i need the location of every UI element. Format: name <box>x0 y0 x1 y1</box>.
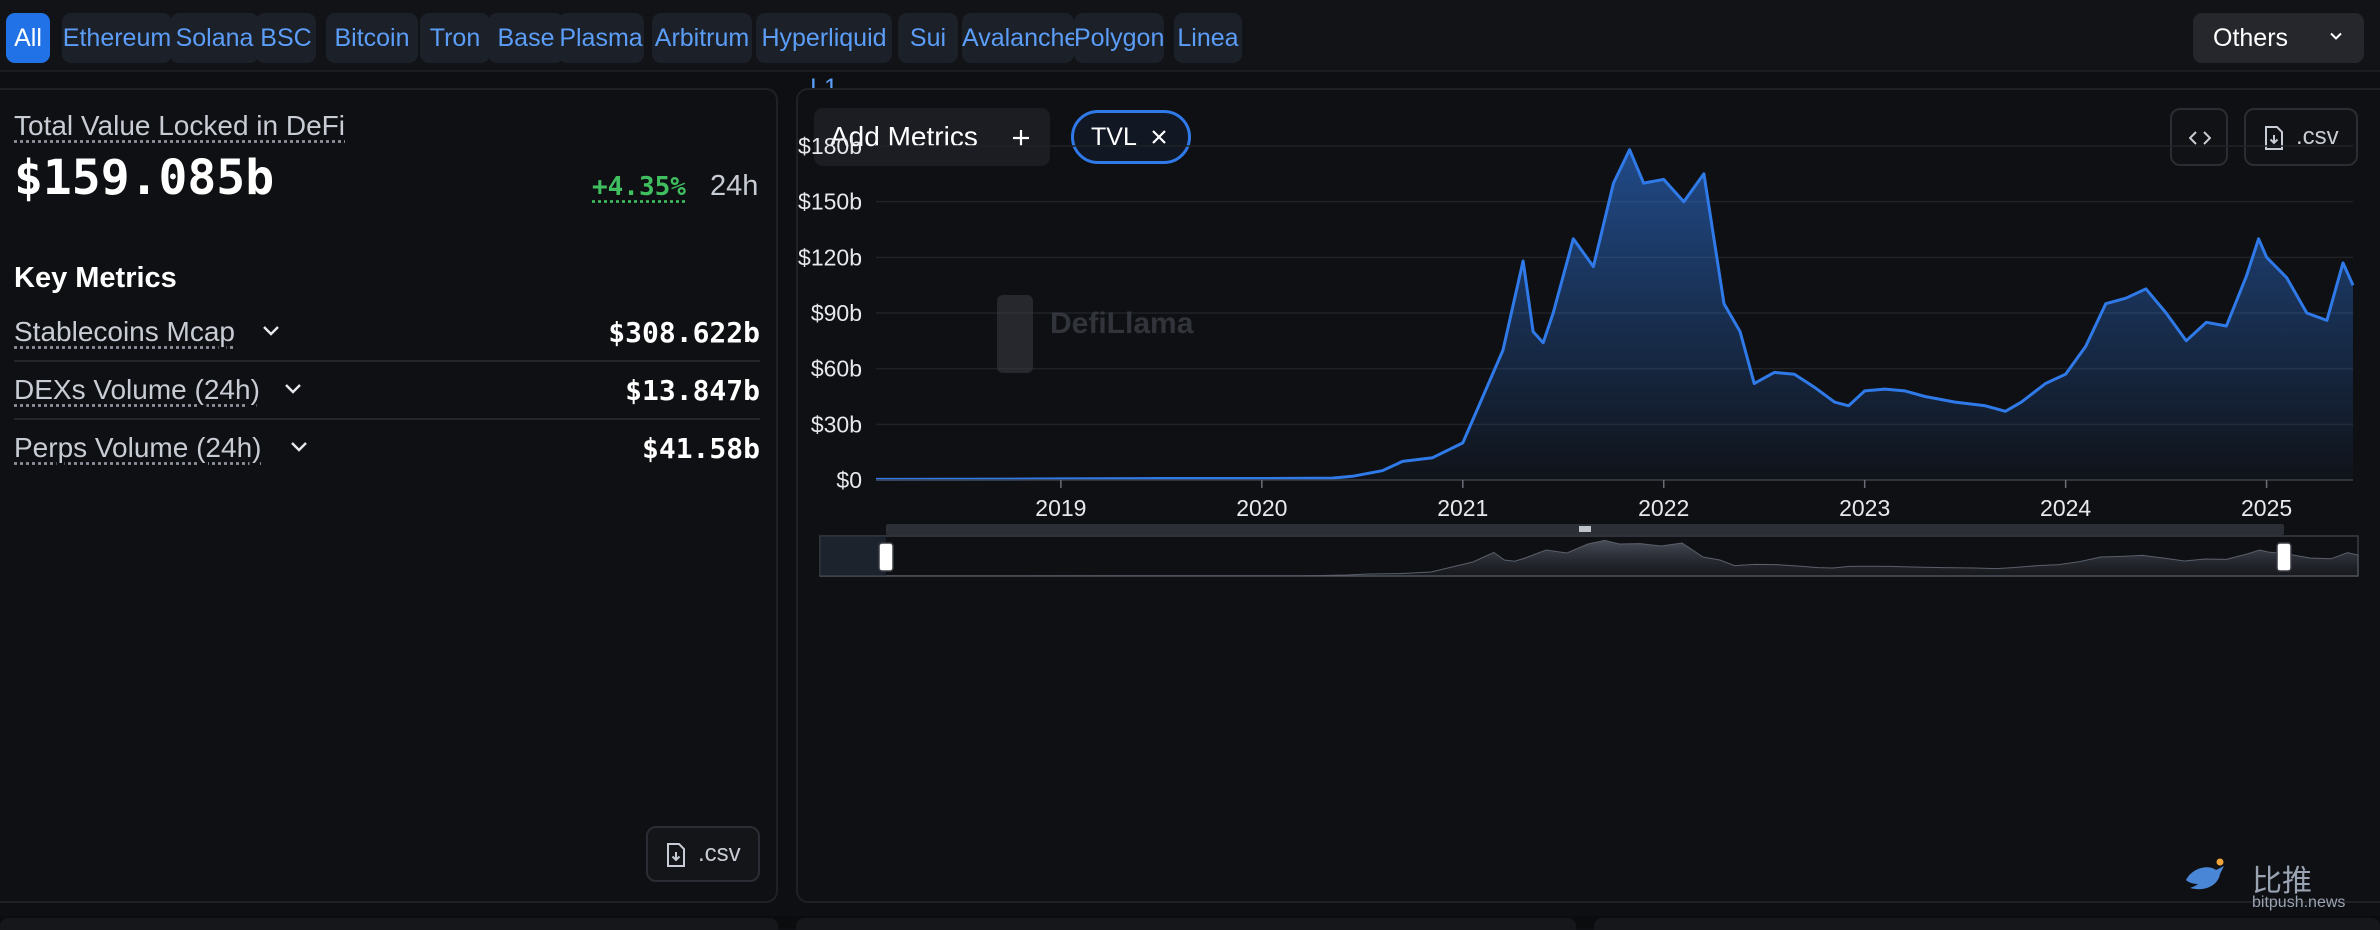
tab-bsc[interactable]: BSC <box>256 13 316 63</box>
metric-label[interactable]: Stablecoins Mcap <box>14 316 236 347</box>
csv-label: .csv <box>698 840 741 867</box>
tab-polygon[interactable]: Polygon <box>1074 13 1164 63</box>
metric-row-perps-volume[interactable]: Perps Volume (24h) $41.58b <box>14 420 760 478</box>
metric-row-dex-volume[interactable]: DEXs Volume (24h) $13.847b <box>14 362 760 420</box>
y-tick-label: $0 <box>836 467 862 493</box>
next-panel <box>0 918 778 930</box>
add-metrics-button[interactable]: Add Metrics <box>814 108 1050 166</box>
chevron-down-icon <box>2330 32 2342 40</box>
add-metrics-label: Add Metrics <box>830 121 978 152</box>
site-mark-domain: bitpush.news <box>2252 894 2346 911</box>
x-tick-label: 2021 <box>1437 495 1488 521</box>
tab-solana[interactable]: Solana <box>170 13 259 63</box>
tvl-summary-panel: Total Value Locked in DeFi $159.085b +4.… <box>0 88 778 903</box>
close-icon[interactable] <box>1152 130 1166 144</box>
file-download-icon <box>667 843 685 867</box>
code-icon <box>2189 131 2211 145</box>
tvl-series <box>875 148 2355 481</box>
tab-plasma[interactable]: Plasma <box>558 13 644 63</box>
x-tick-label: 2022 <box>1638 495 1689 521</box>
tab-all[interactable]: All <box>6 13 50 63</box>
metric-row-stablecoins[interactable]: Stablecoins Mcap $308.622b <box>14 304 760 362</box>
watermark-text: DefiLlama <box>1050 307 1194 340</box>
metric-label[interactable]: Perps Volume (24h) <box>14 432 262 463</box>
tab-hyperliquid-l1[interactable]: Hyperliquid L1 <box>756 13 892 102</box>
tab-sui[interactable]: Sui <box>898 13 958 63</box>
metric-label[interactable]: DEXs Volume (24h) <box>14 374 260 405</box>
x-tick-label: 2020 <box>1236 495 1287 521</box>
tvl-change-percent: +4.35% <box>592 172 686 202</box>
x-tick-label: 2025 <box>2241 495 2292 521</box>
tvl-chart-panel: Add Metrics TVL .csv <box>796 88 2380 903</box>
x-tick-label: 2024 <box>2040 495 2091 521</box>
metric-value: $41.58b <box>641 432 760 465</box>
defillama-logo-icon <box>997 295 1033 373</box>
range-brush[interactable] <box>819 524 2359 577</box>
tvl-area-chart[interactable]: DefiLlama $0$30b$60b$90b$120b$150b$180b … <box>798 90 2380 905</box>
tvl-metric-chip[interactable]: TVL <box>1071 110 1191 164</box>
chevron-down-icon[interactable] <box>262 324 280 338</box>
tab-bitcoin[interactable]: Bitcoin <box>326 13 418 63</box>
x-tick-label: 2023 <box>1839 495 1890 521</box>
tvl-value: $159.085b <box>14 150 275 206</box>
brush-grip-icon[interactable] <box>1579 526 1591 532</box>
chevron-down-icon[interactable] <box>290 440 308 454</box>
tab-linea[interactable]: Linea <box>1174 13 1242 63</box>
embed-code-button[interactable] <box>2170 108 2228 166</box>
y-tick-label: $90b <box>811 300 862 326</box>
key-metrics-title: Key Metrics <box>14 262 177 294</box>
defillama-watermark: DefiLlama <box>997 295 1194 373</box>
tab-ethereum[interactable]: Ethereum <box>62 13 172 63</box>
bottom-strip <box>0 916 2380 930</box>
metric-value: $13.847b <box>625 374 760 407</box>
brush-handle-right[interactable] <box>2276 542 2292 572</box>
others-dropdown[interactable]: Others <box>2193 13 2364 63</box>
site-mark-cn: 比推 <box>2252 864 2312 899</box>
x-axis: 2019 2020 2021 2022 2023 2024 2025 <box>876 479 2353 521</box>
others-label: Others <box>2213 24 2289 52</box>
y-tick-label: $60b <box>811 356 862 382</box>
tvl-change-period: 24h <box>710 170 759 202</box>
chevron-down-icon[interactable] <box>284 382 302 396</box>
brush-handle-left[interactable] <box>878 542 894 572</box>
plus-icon <box>1013 130 1029 146</box>
y-axis: $0 $30b $60b $90b $120b $150b $180b <box>798 133 862 493</box>
tab-arbitrum[interactable]: Arbitrum <box>652 13 752 63</box>
brush-excluded-range <box>820 536 886 576</box>
next-panel <box>796 918 1576 930</box>
x-tick-label: 2019 <box>1035 495 1086 521</box>
y-tick-label: $120b <box>798 244 862 270</box>
bird-logo-icon <box>2186 858 2224 890</box>
tab-avalanche[interactable]: Avalanche <box>962 13 1078 63</box>
brush-preview-area <box>819 539 2359 577</box>
y-tick-label: $180b <box>798 133 862 159</box>
bitpush-watermark: 比推 bitpush.news <box>2182 852 2372 926</box>
tab-tron[interactable]: Tron <box>420 13 490 63</box>
y-tick-label: $30b <box>811 411 862 437</box>
chain-filter-bar: All Ethereum Solana BSC Bitcoin Tron Bas… <box>0 0 2380 102</box>
next-panel <box>1594 918 2380 930</box>
tvl-series-line <box>875 148 2355 481</box>
tvl-label[interactable]: Total Value Locked in DeFi <box>14 110 345 141</box>
metric-value: $308.622b <box>608 316 760 349</box>
tab-base[interactable]: Base <box>488 13 564 63</box>
download-csv-button[interactable]: .csv <box>646 826 760 882</box>
tvl-area-fill <box>876 149 2353 480</box>
y-tick-label: $150b <box>798 189 862 215</box>
